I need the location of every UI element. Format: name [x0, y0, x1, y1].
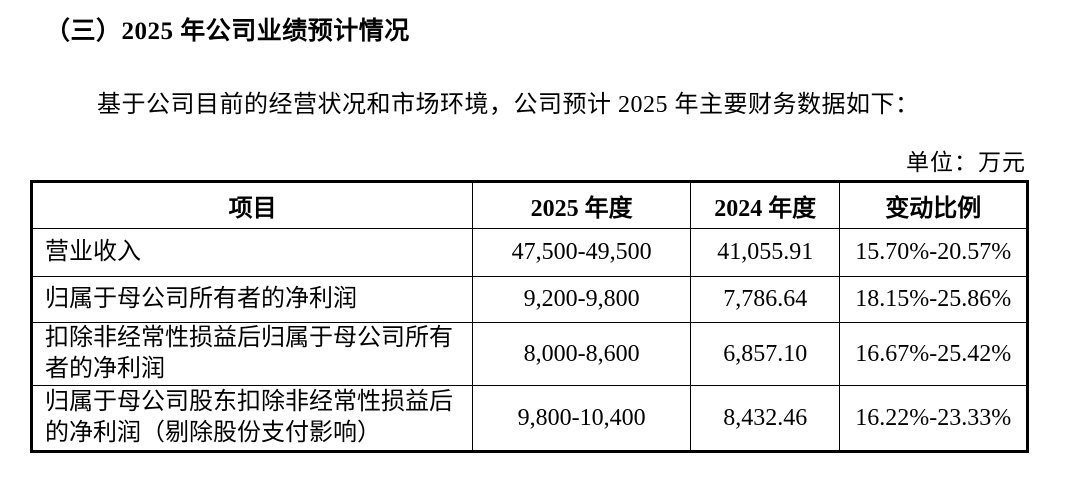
cell-change-value: 16.22%-23.33%: [839, 385, 1028, 452]
cell-2025-value: 9,800-10,400: [472, 385, 691, 452]
cell-item: 扣除非经常性损益后归属于母公司所有者的净利润: [30, 322, 474, 386]
unit-label: 单位：万元: [906, 150, 1026, 175]
cell-2024-value: 41,055.91: [689, 228, 841, 277]
cell-change-value: 16.67%-25.42%: [839, 322, 1028, 386]
intro-paragraph: 基于公司目前的经营状况和市场环境，公司预计 2025 年主要财务数据如下：: [97, 92, 920, 118]
cell-change-value: 18.15%-25.86%: [839, 276, 1028, 323]
cell-2025-value: 8,000-8,600: [472, 322, 691, 386]
table-header-row: 项目 2025 年度 2024 年度 变动比例: [30, 181, 1028, 229]
cell-2024-value: 8,432.46: [689, 385, 841, 452]
table-row-net-profit-excl-share-payment: 归属于母公司股东扣除非经常性损益后的净利润（剔除股份支付影响） 9,800-10…: [30, 385, 1028, 452]
cell-item: 营业收入: [30, 228, 474, 277]
table-row-net-profit-excl-nonrecurring: 扣除非经常性损益后归属于母公司所有者的净利润 8,000-8,600 6,857…: [30, 322, 1028, 386]
header-item: 项目: [30, 181, 474, 229]
header-2024: 2024 年度: [689, 181, 841, 229]
cell-2025-value: 9,200-9,800: [472, 276, 691, 323]
cell-item: 归属于母公司所有者的净利润: [30, 276, 474, 323]
table-row-revenue: 营业收入 47,500-49,500 41,055.91 15.70%-20.5…: [30, 228, 1028, 277]
cell-2024-value: 6,857.10: [689, 322, 841, 386]
cell-2024-value: 7,786.64: [689, 276, 841, 323]
forecast-table: 项目 2025 年度 2024 年度 变动比例 营业收入 47,500-49,5…: [30, 180, 1029, 453]
section-heading: （三）2025 年公司业绩预计情况: [45, 18, 410, 45]
header-change-ratio: 变动比例: [839, 181, 1028, 229]
cell-change-value: 15.70%-20.57%: [839, 228, 1028, 277]
cell-2025-value: 47,500-49,500: [472, 228, 691, 277]
table-row-net-profit: 归属于母公司所有者的净利润 9,200-9,800 7,786.64 18.15…: [30, 276, 1028, 323]
header-2025: 2025 年度: [472, 181, 691, 229]
cell-item: 归属于母公司股东扣除非经常性损益后的净利润（剔除股份支付影响）: [30, 385, 474, 452]
